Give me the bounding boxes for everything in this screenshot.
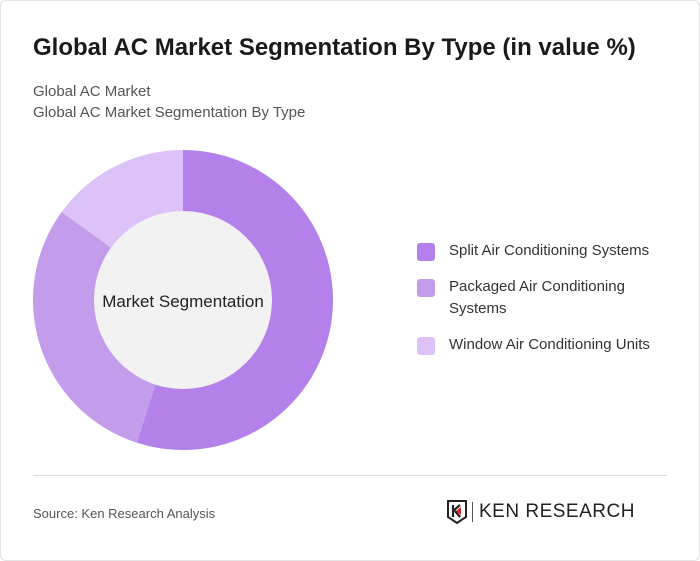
legend-item-split[interactable]: Split Air Conditioning Systems bbox=[417, 240, 677, 262]
legend-swatch bbox=[417, 279, 435, 297]
legend-label: Window Air Conditioning Units bbox=[449, 336, 650, 353]
logo-text: KEN RESEARCH bbox=[479, 501, 635, 522]
legend-label: Split Air Conditioning Systems bbox=[449, 242, 650, 259]
legend-swatch bbox=[417, 243, 435, 261]
legend-swatch bbox=[417, 337, 435, 355]
ken-research-logo: KEN RESEARCH bbox=[446, 500, 635, 524]
logo-separator bbox=[472, 502, 473, 522]
donut-center bbox=[94, 211, 272, 389]
chart-title: Global AC Market Segmentation By Type (i… bbox=[33, 34, 636, 61]
subtitle-segmentation: Global AC Market Segmentation By Type bbox=[33, 104, 306, 121]
legend-label: Packaged Air Conditioning Systems bbox=[449, 278, 625, 317]
source-note: Source: Ken Research Analysis bbox=[33, 506, 216, 521]
legend: Split Air Conditioning Systems Packaged … bbox=[417, 240, 677, 370]
center-label: Market Segmentation bbox=[102, 292, 264, 311]
logo-shield-icon bbox=[447, 500, 467, 524]
legend-item-window[interactable]: Window Air Conditioning Units bbox=[417, 334, 677, 356]
legend-item-packaged[interactable]: Packaged Air Conditioning Systems bbox=[417, 276, 677, 320]
subtitle-market: Global AC Market bbox=[33, 83, 151, 100]
divider bbox=[33, 475, 667, 476]
